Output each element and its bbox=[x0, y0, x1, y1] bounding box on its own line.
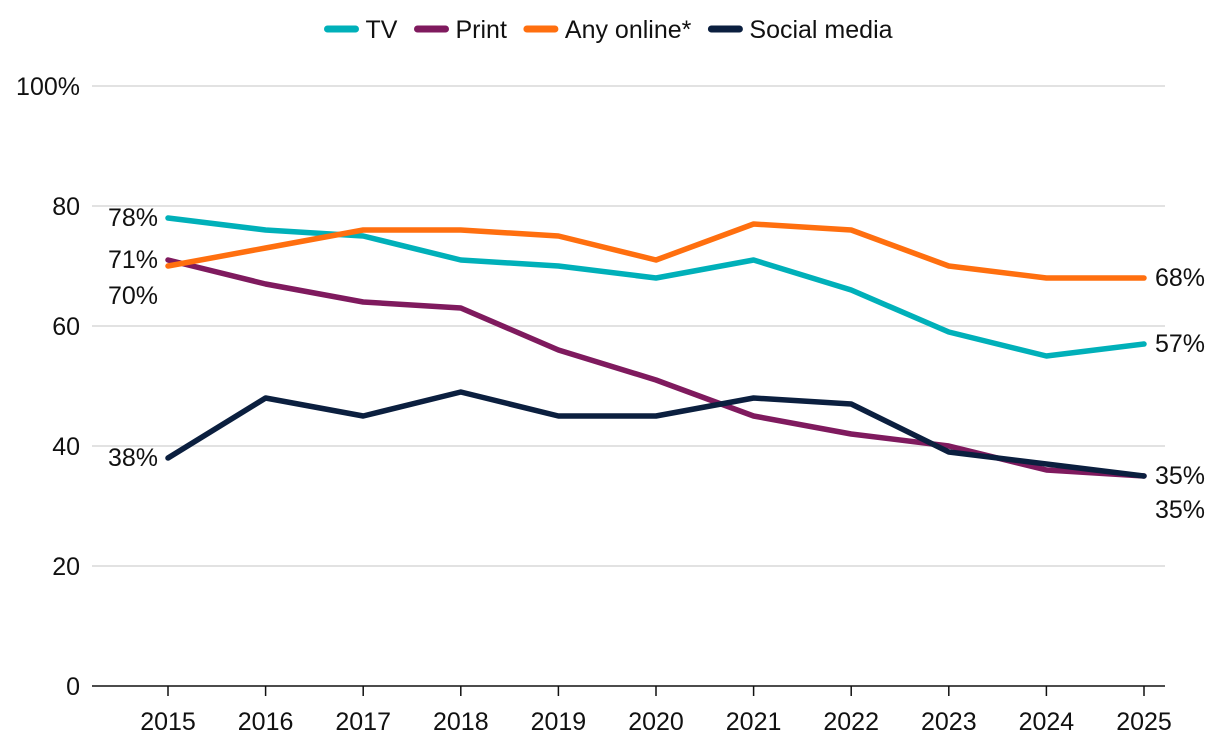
y-tick-label-80: 80 bbox=[52, 193, 80, 221]
x-tick-label-2025: 2025 bbox=[1116, 708, 1172, 736]
x-tick-label-2017: 2017 bbox=[335, 708, 391, 736]
start-label-social-media: 38% bbox=[108, 444, 158, 472]
chart-series-lines bbox=[165, 215, 1147, 479]
legend-label-tv: TV bbox=[366, 16, 398, 44]
end-label-tv: 57% bbox=[1155, 330, 1205, 358]
legend-item-tv: TV bbox=[324, 16, 398, 44]
y-tick-label-40: 40 bbox=[52, 433, 80, 461]
series-line-print bbox=[165, 257, 1147, 479]
x-tick-label-2022: 2022 bbox=[823, 708, 879, 736]
y-tick-label-100: 100% bbox=[16, 73, 80, 101]
x-tick-label-2019: 2019 bbox=[531, 708, 587, 736]
x-tick-label-2018: 2018 bbox=[433, 708, 489, 736]
start-label-print: 71% bbox=[108, 246, 158, 274]
end-label-any-online: 68% bbox=[1155, 264, 1205, 292]
y-axis-ticks: 0 20 40 60 80 100% bbox=[16, 73, 80, 701]
series-line-any-online bbox=[165, 221, 1147, 281]
y-tick-label-20: 20 bbox=[52, 553, 80, 581]
chart-data-labels: 78% 71% 70% 38% 68% 57% 35% 35% bbox=[108, 204, 1205, 524]
start-label-tv: 78% bbox=[108, 204, 158, 232]
x-tick-label-2020: 2020 bbox=[628, 708, 684, 736]
legend-item-print: Print bbox=[414, 16, 507, 44]
legend-item-any-online: Any online* bbox=[523, 16, 692, 44]
chart-gridlines bbox=[92, 85, 1165, 567]
start-label-any-online: 70% bbox=[108, 282, 158, 310]
y-tick-label-0: 0 bbox=[66, 673, 80, 701]
y-tick-label-60: 60 bbox=[52, 313, 80, 341]
series-line-social-media bbox=[165, 389, 1147, 479]
chart-legend: TV Print Any online* Social media bbox=[324, 16, 893, 44]
x-tick-label-2016: 2016 bbox=[238, 708, 294, 736]
x-tick-label-2021: 2021 bbox=[726, 708, 782, 736]
legend-label-any-online: Any online* bbox=[565, 16, 692, 44]
legend-label-social-media: Social media bbox=[749, 16, 892, 44]
end-label-print: 35% bbox=[1155, 462, 1205, 490]
x-axis: 2015 2016 2017 2018 2019 2020 2021 2022 2023 2024… bbox=[92, 685, 1172, 736]
end-label-social-media: 35% bbox=[1155, 496, 1205, 524]
x-tick-label-2023: 2023 bbox=[921, 708, 977, 736]
x-tick-label-2024: 2024 bbox=[1019, 708, 1075, 736]
legend-label-print: Print bbox=[456, 16, 507, 44]
x-tick-label-2015: 2015 bbox=[140, 708, 196, 736]
legend-item-social-media: Social media bbox=[707, 16, 893, 44]
